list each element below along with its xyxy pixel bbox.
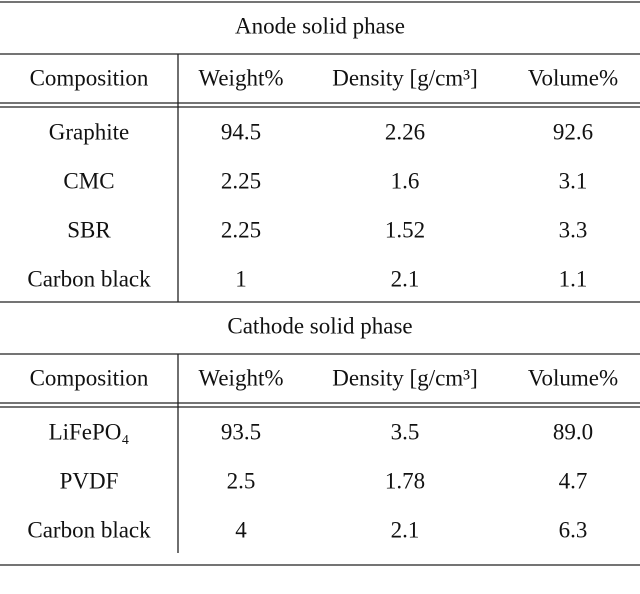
cell: 6.3 [559, 517, 588, 542]
cell: 1.52 [385, 217, 425, 242]
cell: 1.1 [559, 266, 588, 291]
cell: 94.5 [221, 119, 261, 144]
cell: 3.3 [559, 217, 588, 242]
cell: 3.5 [391, 419, 420, 444]
cell: 2.5 [227, 468, 256, 493]
cell: 89.0 [553, 419, 593, 444]
column-header: Composition [30, 365, 149, 390]
column-header: Density [g/cm³] [332, 365, 478, 390]
cell: 4 [235, 517, 247, 542]
cell: 2.25 [221, 168, 261, 193]
cell: 2.25 [221, 217, 261, 242]
column-header: Weight% [198, 365, 283, 390]
cell: 4.7 [559, 468, 588, 493]
row-label: PVDF [60, 468, 119, 493]
section-title: Cathode solid phase [227, 313, 412, 338]
cell: 2.1 [391, 266, 420, 291]
cell: 93.5 [221, 419, 261, 444]
cell: 1 [235, 266, 247, 291]
section-title: Anode solid phase [235, 13, 405, 38]
column-header: Volume% [528, 365, 618, 390]
row-label: Carbon black [27, 517, 151, 542]
cell: 1.78 [385, 468, 425, 493]
cell: 3.1 [559, 168, 588, 193]
cell: 1.6 [391, 168, 420, 193]
row-label: CMC [63, 168, 114, 193]
row-label: Carbon black [27, 266, 151, 291]
cell: 2.26 [385, 119, 425, 144]
row-label: Graphite [49, 119, 129, 144]
row-label: LiFePO₄ [49, 419, 130, 444]
cell: 92.6 [553, 119, 593, 144]
row-label: SBR [67, 217, 111, 242]
cell: 2.1 [391, 517, 420, 542]
column-header: Weight% [198, 65, 283, 90]
column-header: Density [g/cm³] [332, 65, 478, 90]
column-header: Composition [30, 65, 149, 90]
column-header: Volume% [528, 65, 618, 90]
